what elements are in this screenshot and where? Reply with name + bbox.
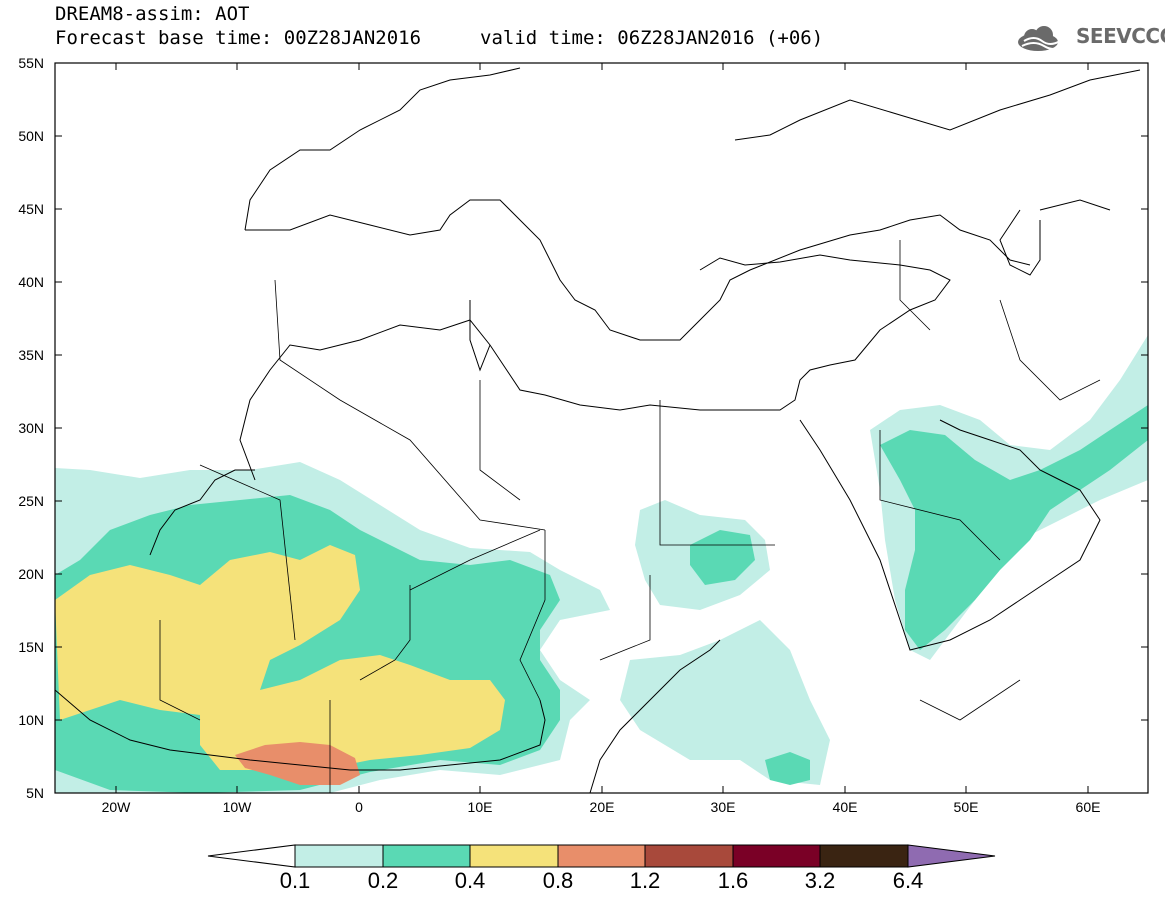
logo-text: SEEVCCC: [1076, 24, 1165, 48]
lon-label: 10E: [467, 799, 493, 815]
lon-label: 60E: [1075, 799, 1101, 815]
aot-field-very-high: [235, 742, 360, 785]
aot-field-low-ethiopia: [620, 620, 830, 785]
valid-time: valid time: 06Z28JAN2016 (+06): [480, 27, 824, 49]
lon-label: 40E: [832, 799, 858, 815]
lat-label: 40N: [18, 274, 44, 290]
colorbar-label: 1.6: [717, 868, 749, 893]
lat-label: 30N: [18, 420, 44, 436]
lon-label: 20E: [589, 799, 615, 815]
coastlines: [55, 67, 1141, 793]
aot-field-mid-ethiopia: [765, 752, 810, 785]
aot-field-mid-sudan: [690, 530, 755, 585]
lat-label: 20N: [18, 566, 44, 582]
colorbar-label: 6.4: [892, 868, 924, 893]
lat-label: 55N: [18, 55, 44, 71]
aot-field-high-west: [55, 545, 505, 770]
colorbar-label: 1.2: [629, 868, 661, 893]
colorbar-label: 3.2: [804, 868, 836, 893]
lat-label: 45N: [18, 201, 44, 217]
cloud-logo-icon: [1018, 26, 1063, 51]
colorbar-label: 0.8: [542, 868, 574, 893]
colorbar-label: 0.2: [367, 868, 399, 893]
lat-label: 10N: [18, 712, 44, 728]
lon-label: 20W: [101, 799, 131, 815]
map-title: DREAM8-assim: AOT: [55, 3, 250, 25]
colorbar-label: 0.1: [279, 868, 311, 893]
tick-marks: [55, 63, 1148, 793]
borders: [159, 240, 1101, 793]
lon-label: 10W: [222, 799, 252, 815]
lat-label: 25N: [18, 493, 44, 509]
lat-label: 5N: [26, 785, 44, 801]
lat-label: 15N: [18, 639, 44, 655]
lon-label: 0: [355, 799, 363, 815]
lon-label: 30E: [710, 799, 736, 815]
forecast-base-time: Forecast base time: 00Z28JAN2016: [55, 27, 422, 49]
colorbar-label: 0.4: [454, 868, 486, 893]
aot-field-mid-arabia: [880, 405, 1148, 650]
aot-fields: [55, 335, 1148, 793]
lon-label: 50E: [953, 799, 979, 815]
lat-label: 50N: [18, 128, 44, 144]
lat-label: 35N: [18, 347, 44, 363]
